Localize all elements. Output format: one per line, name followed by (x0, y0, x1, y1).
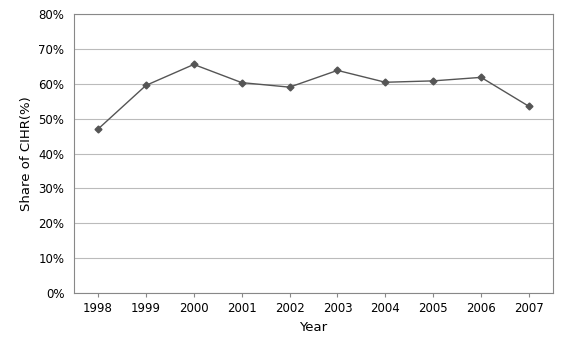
X-axis label: Year: Year (299, 321, 328, 334)
Y-axis label: Share of CIHR(%): Share of CIHR(%) (20, 96, 33, 211)
